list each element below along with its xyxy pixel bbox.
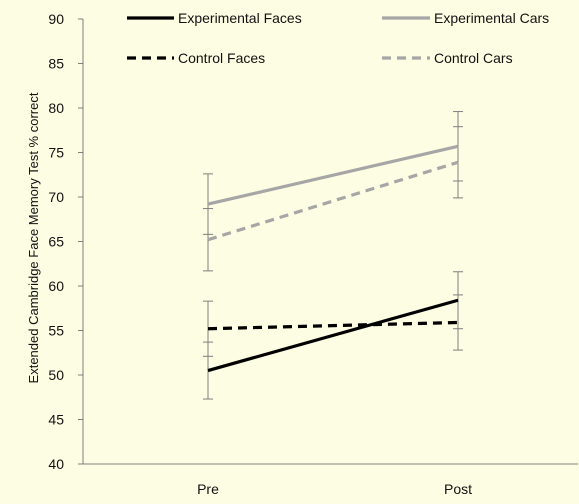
y-tick-label: 70 (48, 189, 64, 205)
y-tick-label: 40 (48, 456, 64, 472)
x-tick-label: Pre (197, 481, 219, 497)
series-line-experimental-cars (207, 144, 459, 206)
series-lines (207, 144, 459, 373)
x-tick-label: Post (444, 481, 472, 497)
axes: 40 45 50 55 60 65 70 75 80 85 90 Pre Post (48, 11, 578, 497)
legend-label-control-faces: Control Faces (178, 50, 265, 66)
y-tick-label: 65 (48, 234, 64, 250)
y-tick-label: 90 (48, 11, 64, 27)
y-tick-label: 75 (48, 145, 64, 161)
legend-label-experimental-cars: Experimental Cars (434, 10, 549, 26)
y-tick-label: 85 (48, 56, 64, 72)
legend: Experimental Faces Experimental Cars Contr… (127, 10, 549, 66)
y-tick-label: 55 (48, 323, 64, 339)
y-axis-title: Extended Cambridge Face Memory Test % co… (26, 92, 41, 383)
series-line-experimental-faces (207, 298, 459, 373)
y-tick-label: 80 (48, 100, 64, 116)
legend-label-control-cars: Control Cars (434, 50, 513, 66)
y-tick-label: 45 (48, 412, 64, 428)
series-line-control-faces (207, 320, 459, 331)
series-line-control-cars (207, 160, 459, 242)
y-tick-label: 50 (48, 367, 64, 383)
y-tick-label: 60 (48, 278, 64, 294)
legend-label-experimental-faces: Experimental Faces (178, 10, 302, 26)
